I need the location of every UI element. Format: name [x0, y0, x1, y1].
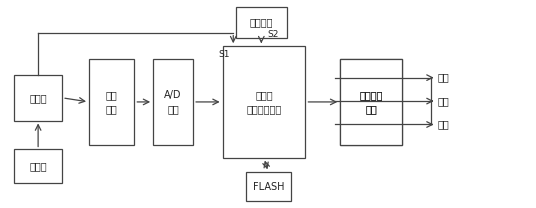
- Text: 应变片: 应变片: [29, 161, 47, 171]
- Bar: [340, 58, 401, 145]
- Text: 调理
电路: 调理 电路: [106, 90, 117, 114]
- Text: A/D
采样: A/D 采样: [165, 90, 182, 114]
- Bar: [340, 58, 401, 145]
- Text: FLASH: FLASH: [252, 182, 284, 192]
- Bar: [245, 172, 291, 201]
- Text: 桥电路: 桥电路: [29, 93, 47, 103]
- Text: 处理器
（信号处理）: 处理器 （信号处理）: [247, 90, 281, 114]
- Text: 激光对管: 激光对管: [250, 17, 273, 27]
- Bar: [14, 150, 62, 182]
- Text: 捕捉: 捕捉: [437, 119, 449, 130]
- Text: S2: S2: [268, 30, 279, 39]
- Text: S1: S1: [218, 50, 230, 59]
- Text: 光耦控制
电路: 光耦控制 电路: [359, 90, 383, 114]
- Bar: [236, 7, 287, 38]
- Bar: [153, 58, 193, 145]
- Text: 暂停: 暂停: [437, 96, 449, 106]
- Text: 输入: 输入: [437, 73, 449, 83]
- Bar: [14, 75, 62, 120]
- Bar: [222, 46, 306, 158]
- Bar: [89, 58, 135, 145]
- Text: 光耦控制
电路: 光耦控制 电路: [359, 90, 383, 114]
